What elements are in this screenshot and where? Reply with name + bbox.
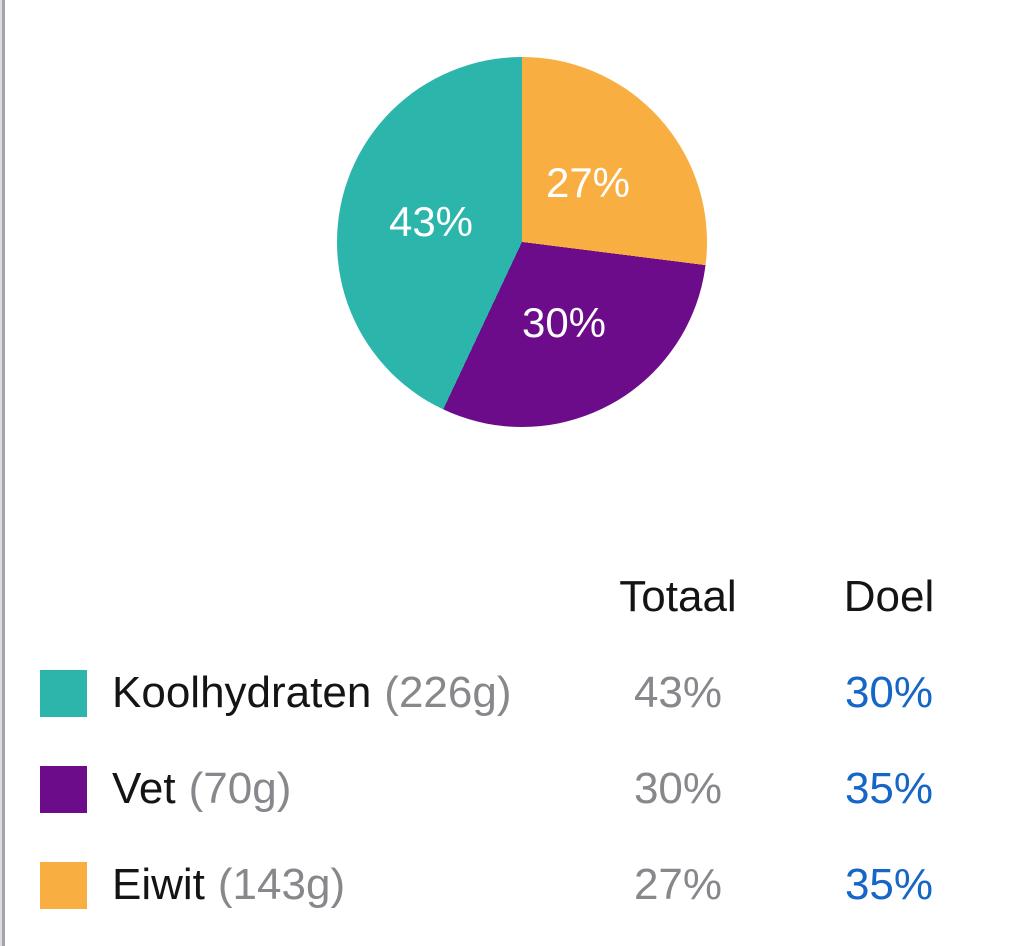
pie-label-vet: 30%	[521, 299, 607, 346]
table-row-eiwit-label: Eiwit (143g)	[40, 837, 567, 933]
goal-cell: 35%	[789, 741, 989, 837]
goal-percent-link[interactable]: 35%	[844, 764, 934, 813]
total-percent-value: 30%	[633, 764, 723, 813]
pie-label-eiwit: 27%	[545, 159, 631, 206]
macro-amount: (226g)	[384, 668, 512, 717]
header-spacer	[40, 549, 567, 645]
legend-swatch-eiwit	[40, 861, 87, 909]
total-percent-value: 27%	[633, 860, 723, 909]
goal-percent-link[interactable]: 30%	[844, 668, 934, 717]
macro-name: Vet	[112, 764, 176, 813]
macro-name: Eiwit	[112, 860, 205, 909]
goal-cell: 30%	[789, 645, 989, 741]
macro-distribution-pie-chart: 27% 30% 43%	[337, 57, 707, 427]
table-row-koolhydraten-label: Koolhydraten (226g)	[40, 645, 567, 741]
macro-amount: (70g)	[188, 764, 292, 813]
legend-swatch-vet	[40, 765, 87, 813]
column-header-totaal: Totaal	[619, 572, 737, 621]
macro-amount: (143g)	[217, 860, 346, 909]
total-percent-value: 43%	[633, 668, 723, 717]
pie-label-koolhydraten: 43%	[388, 198, 474, 245]
goal-cell: 35%	[789, 837, 989, 933]
macros-table: Totaal Doel Koolhydraten (226g) 43% 30% …	[0, 549, 1021, 933]
macro-name: Koolhydraten	[112, 668, 372, 717]
legend-swatch-koolhydraten	[40, 669, 87, 717]
column-header-doel: Doel	[843, 572, 935, 621]
table-row-vet-label: Vet (70g)	[40, 741, 567, 837]
goal-percent-link[interactable]: 35%	[844, 860, 934, 909]
left-edge-divider	[0, 0, 5, 946]
